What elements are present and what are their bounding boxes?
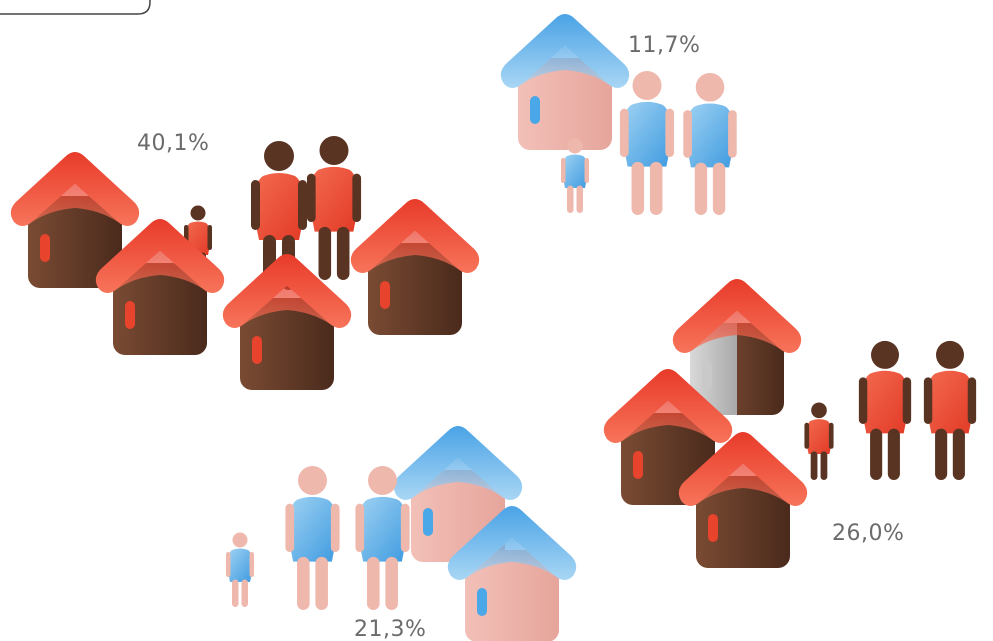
houses: [394, 426, 576, 641]
houses: [11, 152, 479, 390]
percent-label: 26,0%: [832, 521, 904, 546]
infographic: 40,1% 11,7% 26,0% 21,3%: [0, 0, 993, 641]
percent-label: 11,7%: [628, 33, 700, 58]
houses: [604, 279, 807, 568]
frame-corner: [0, 0, 150, 14]
houses: [501, 14, 629, 150]
percent-label: 40,1%: [137, 131, 209, 156]
family: [804, 341, 976, 480]
percent-label: 21,3%: [354, 617, 426, 641]
family: [226, 466, 410, 610]
